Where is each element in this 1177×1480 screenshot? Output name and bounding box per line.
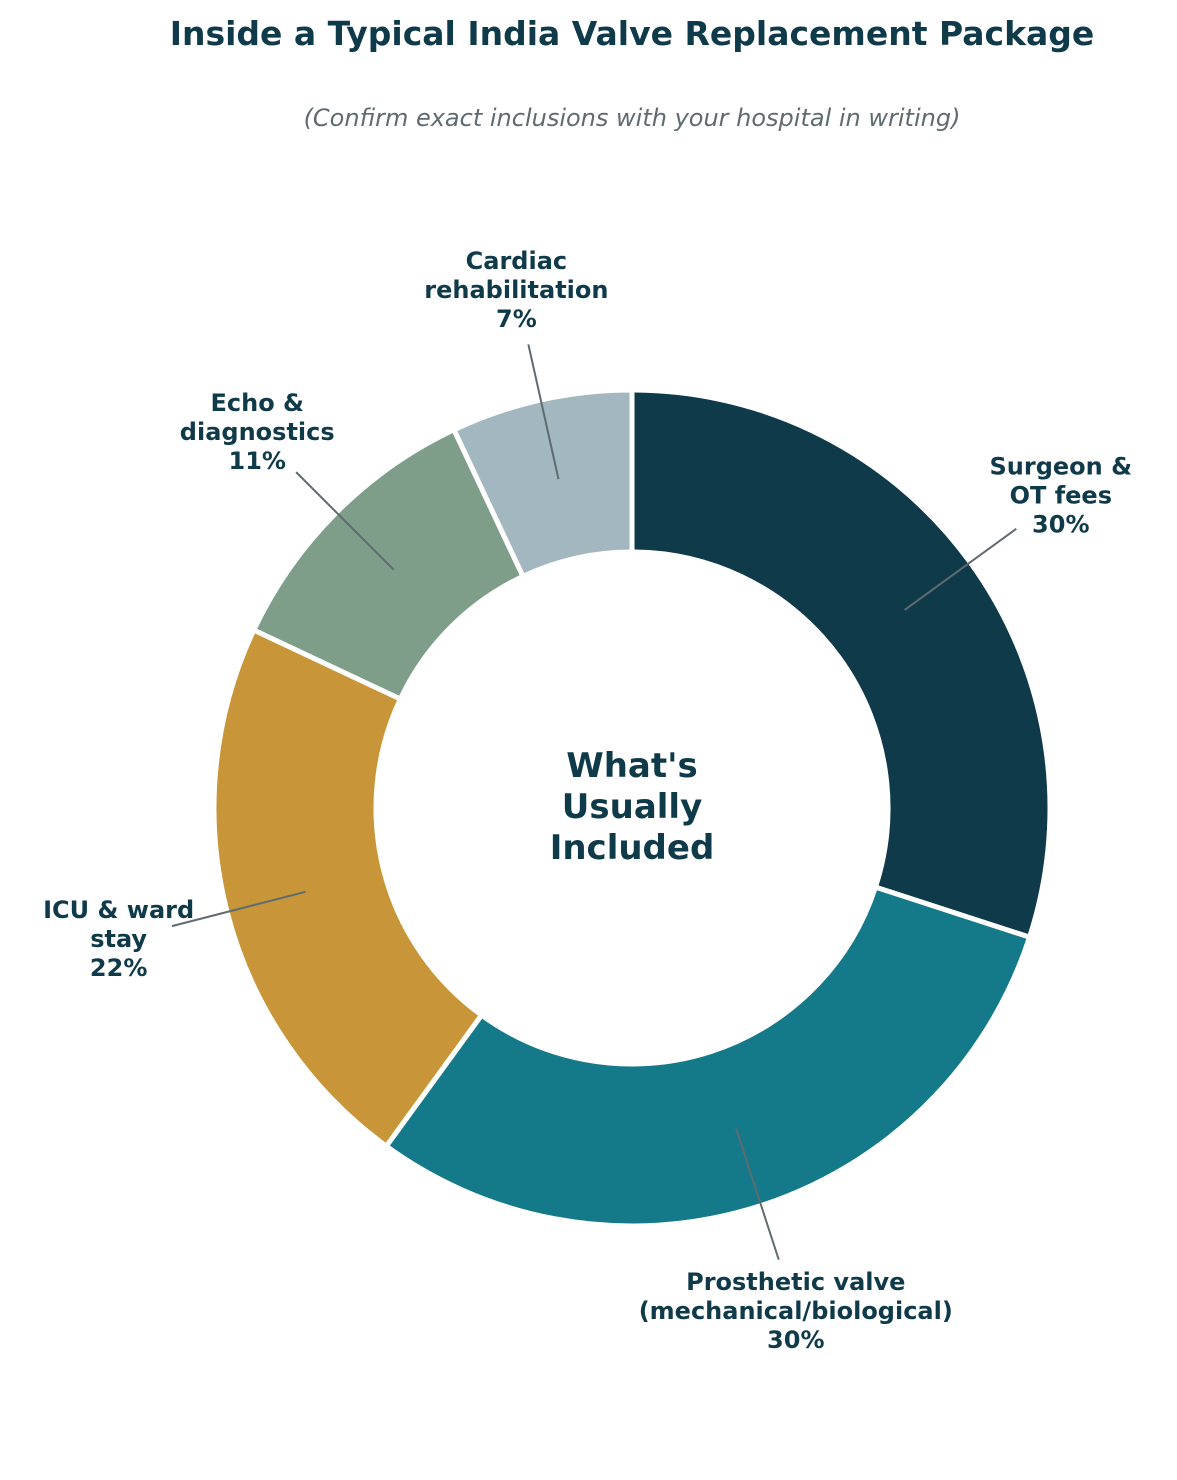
slice-value-label: 30% — [1032, 510, 1089, 538]
slice-value-label: 22% — [90, 954, 147, 982]
slice-category-label: stay — [90, 925, 147, 953]
center-label-line: Included — [550, 828, 715, 868]
slice-0 — [629, 387, 1053, 941]
slice-label-3: Echo & diagnostics 11% — [180, 389, 335, 475]
slice-category-label: rehabilitation — [424, 276, 608, 304]
leader-line-1 — [735, 1128, 780, 1261]
slice-label-1: Prosthetic valve (mechanical/biological) 3… — [639, 1268, 953, 1354]
slice-2 — [211, 626, 486, 1150]
center-label: What's Usually Included — [550, 746, 715, 868]
slice-4 — [450, 387, 635, 580]
center-label-line: What's — [566, 746, 698, 786]
leader-line-2 — [171, 890, 306, 928]
slice-value-label: 11% — [229, 447, 286, 475]
slice-category-label: ICU & ward — [43, 896, 194, 924]
center-label-line: Usually — [562, 787, 702, 827]
slice-category-label: Cardiac — [466, 247, 567, 275]
leader-line-3 — [295, 471, 395, 571]
slice-category-label: Prosthetic valve — [686, 1268, 905, 1296]
slice-label-2: ICU & ward stay 22% — [43, 896, 194, 982]
leader-line-0 — [904, 527, 1017, 611]
slice-category-label: Echo & — [210, 389, 303, 417]
leader-line-4 — [527, 344, 560, 480]
slice-label-4: Cardiac rehabilitation 7% — [424, 247, 608, 333]
slice-1 — [382, 883, 1033, 1229]
chart-subtitle: (Confirm exact inclusions with your hosp… — [303, 104, 961, 132]
slice-value-label: 7% — [496, 305, 537, 333]
chart-title: Inside a Typical India Valve Replacement… — [169, 14, 1095, 53]
slice-category-label: (mechanical/biological) — [639, 1297, 953, 1325]
slice-value-label: 30% — [767, 1326, 824, 1354]
slice-category-label: diagnostics — [180, 418, 335, 446]
slice-category-label: Surgeon & — [990, 452, 1133, 480]
slice-category-label: OT fees — [1010, 481, 1112, 509]
slice-label-0: Surgeon & OT fees 30% — [990, 452, 1133, 538]
